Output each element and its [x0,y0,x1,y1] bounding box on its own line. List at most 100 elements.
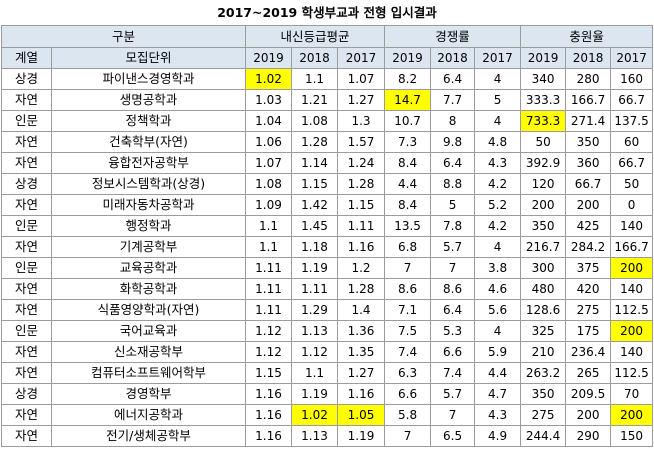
field-cell: 자연 [1,89,52,111]
grade-2019-cell: 1.16 [245,404,293,426]
grade-2018-cell: 1.12 [291,341,339,363]
table-row: 자연 기계공학부 1.1 1.18 1.16 6.8 5.7 4 216.7 284.2 166.7 [1,236,654,258]
competition-2019-cell: 6.3 [384,362,432,384]
fill-rate-2019-cell: 325 [520,320,567,342]
fill-rate-2018-cell: 209.5 [565,383,612,405]
competition-2018-cell: 9.8 [430,131,476,153]
competition-2019-cell: 8.4 [384,194,432,216]
fill-rate-2019-cell: 392.9 [520,152,567,174]
table-row: 자연 건축학부(자연) 1.06 1.28 1.57 7.3 9.8 4.8 50 350 60 [1,131,654,153]
competition-2017-cell: 4.4 [474,362,522,384]
competition-2019-cell: 7.1 [384,299,432,321]
competition-2018-cell: 6.4 [430,152,476,174]
field-cell: 자연 [1,152,52,174]
dept-cell: 행정학과 [50,215,247,237]
year-header: 2019 [520,47,567,69]
grade-2018-cell: 1.19 [291,383,339,405]
dept-cell: 컴퓨터소프트웨어학부 [50,362,247,384]
competition-header: 경쟁률 [384,25,522,48]
grade-2017-cell: 1.28 [337,278,386,300]
grade-2017-cell: 1.19 [337,425,386,447]
year-header: 2017 [610,47,654,69]
grade-2019-cell: 1.07 [245,152,293,174]
grade-2017-cell: 1.35 [337,341,386,363]
dept-cell: 화학공학과 [50,278,247,300]
fill-rate-2017-cell: 50 [610,173,654,195]
grade-2017-cell: 1.15 [337,194,386,216]
grade-2019-cell: 1.11 [245,257,293,279]
grade-2019-cell: 1.11 [245,278,293,300]
dept-cell: 건축학부(자연) [50,131,247,153]
table-title: 2017~2019 학생부교과 전형 입시결과 [217,5,437,20]
grade-2018-cell: 1.02 [291,404,339,426]
grade-2019-cell: 1.12 [245,341,293,363]
year-header: 2018 [291,47,339,69]
competition-2018-cell: 7 [430,404,476,426]
grade-2017-cell: 1.16 [337,383,386,405]
competition-2018-cell: 7.7 [430,89,476,111]
fill-rate-2018-cell: 425 [565,215,612,237]
header-row-groups: 구분 내신등급평균 경쟁률 충원율 [0,25,654,48]
competition-2018-cell: 6.4 [430,68,476,90]
competition-2017-cell: 4.9 [474,425,522,447]
grade-2018-cell: 1.14 [291,152,339,174]
fill-rate-2018-cell: 175 [565,320,612,342]
competition-2018-cell: 6.6 [430,341,476,363]
field-cell: 인문 [1,110,52,132]
table-row: 인문 국어교육과 1.12 1.13 1.36 7.5 5.3 4 325 175 200 [1,320,654,342]
competition-2018-cell: 8.6 [430,278,476,300]
fill-rate-2017-cell: 112.5 [610,299,654,321]
field-cell: 자연 [1,362,52,384]
competition-2017-cell: 4.3 [474,404,522,426]
field-header: 계열 [1,47,52,69]
grade-2019-cell: 1.08 [245,173,293,195]
competition-2018-cell: 6.4 [430,299,476,321]
table-row: 인문 교육공학과 1.11 1.19 1.2 7 7 3.8 300 375 200 [1,257,654,279]
fill-rate-2018-cell: 290 [565,425,612,447]
competition-2018-cell: 7.4 [430,362,476,384]
competition-2017-cell: 5 [474,89,522,111]
competition-2018-cell: 7 [430,257,476,279]
dept-cell: 융합전자공학부 [50,152,247,174]
grade-2018-cell: 1.08 [291,110,339,132]
fill-rate-2018-cell: 236.4 [565,341,612,363]
competition-2019-cell: 14.7 [384,89,432,111]
competition-2019-cell: 8.4 [384,152,432,174]
field-cell: 자연 [1,299,52,321]
field-cell: 상경 [1,173,52,195]
table-row: 인문 정책학과 1.04 1.08 1.3 10.7 8 4 733.3 271.4 137.5 [1,110,654,132]
competition-2017-cell: 3.8 [474,257,522,279]
competition-2018-cell: 8.8 [430,173,476,195]
competition-2017-cell: 4 [474,110,522,132]
fill-rate-2017-cell: 0 [610,194,654,216]
table-row: 자연 전기/생체공학부 1.16 1.13 1.19 7 6.5 4.9 244.4 290 150 [1,425,654,447]
year-header: 2017 [337,47,386,69]
dept-cell: 교육공학과 [50,257,247,279]
competition-2018-cell: 7.8 [430,215,476,237]
grade-2018-cell: 1.21 [291,89,339,111]
fill-rate-2017-cell: 140 [610,215,654,237]
grade-2018-cell: 1.18 [291,236,339,258]
fill-rate-2017-cell: 70 [610,383,654,405]
dept-cell: 미래자동차공학과 [50,194,247,216]
dept-cell: 정보시스템학과(상경) [50,173,247,195]
admission-results-table: 구분 내신등급평균 경쟁률 충원율 계열 모집단위 2019 2018 2017… [0,25,654,447]
fill-rate-2018-cell: 350 [565,131,612,153]
competition-2017-cell: 5.2 [474,194,522,216]
table-row: 상경 경영학부 1.16 1.19 1.16 6.6 5.7 4.7 350 209.5 70 [1,383,654,405]
competition-2017-cell: 4 [474,236,522,258]
grade-2019-cell: 1.04 [245,110,293,132]
grade-2019-cell: 1.16 [245,383,293,405]
dept-cell: 생명공학과 [50,89,247,111]
fill-rate-2017-cell: 140 [610,341,654,363]
field-cell: 자연 [1,425,52,447]
competition-2019-cell: 8.6 [384,278,432,300]
fill-rate-2018-cell: 200 [565,194,612,216]
group-header: 구분 [0,25,247,48]
table-row: 자연 화학공학과 1.11 1.11 1.28 8.6 8.6 4.6 480 420 140 [1,278,654,300]
table-row: 인문 행정학과 1.1 1.45 1.11 13.5 7.8 4.2 350 425 140 [1,215,654,237]
competition-2018-cell: 6.5 [430,425,476,447]
fill-rate-2018-cell: 420 [565,278,612,300]
grade-2018-cell: 1.45 [291,215,339,237]
competition-2019-cell: 13.5 [384,215,432,237]
